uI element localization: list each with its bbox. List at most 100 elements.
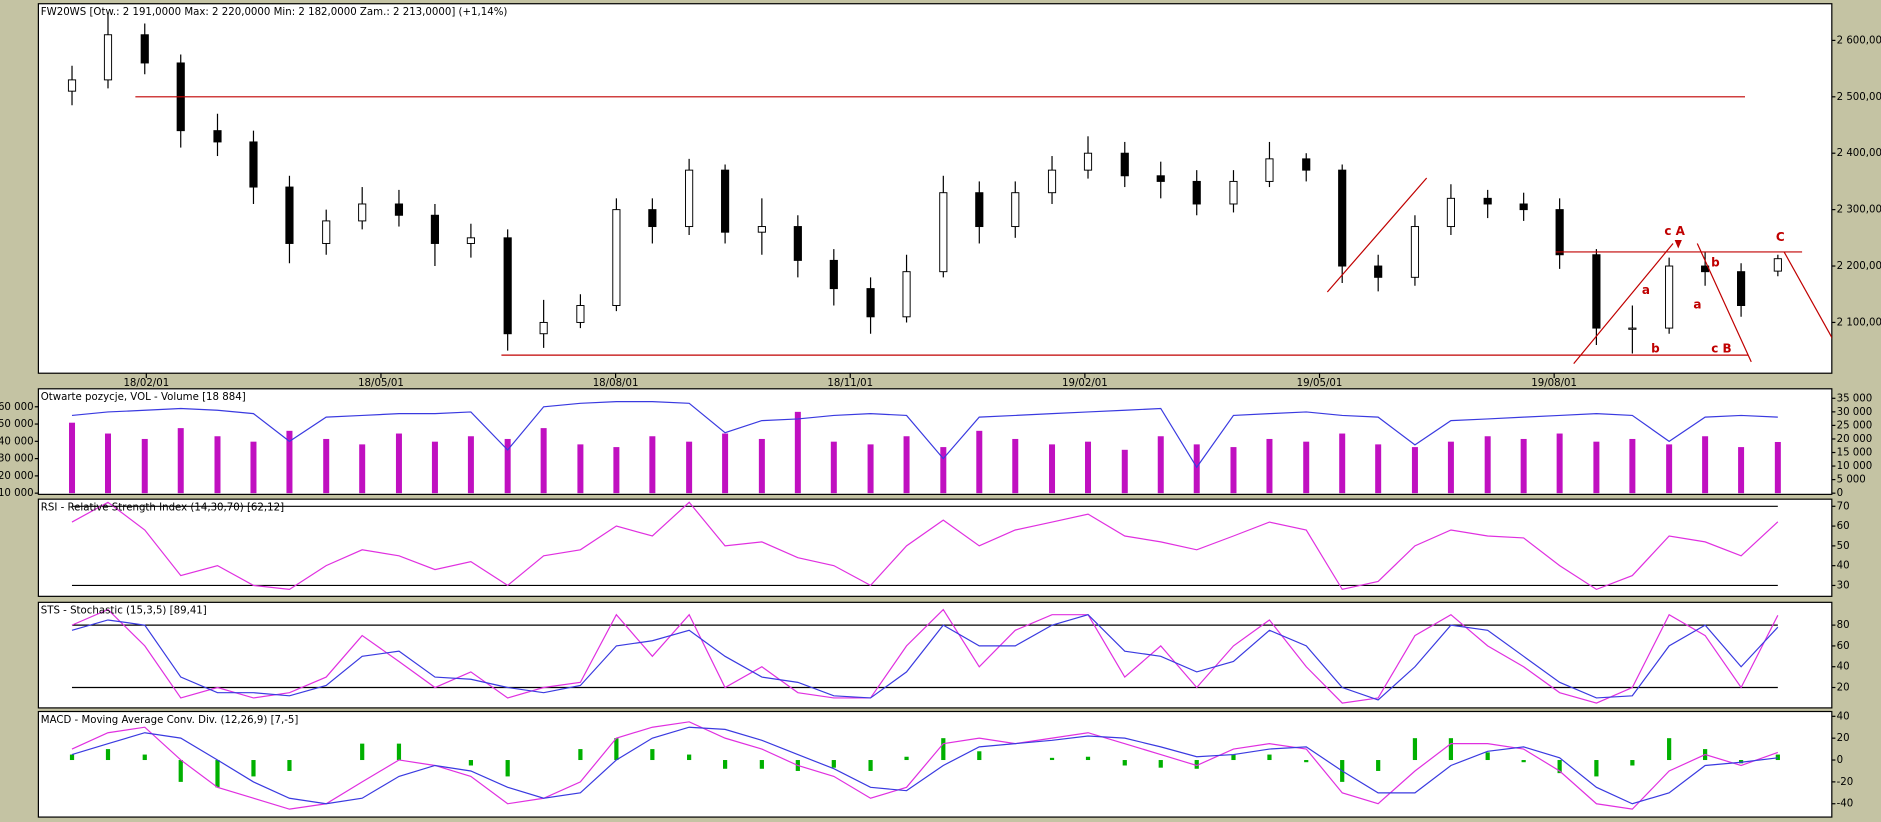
bar xyxy=(614,738,619,761)
bar xyxy=(831,760,836,768)
bar xyxy=(69,754,75,761)
candle-body xyxy=(1555,209,1564,256)
candle-body xyxy=(358,203,367,222)
bar xyxy=(1594,760,1599,777)
bar xyxy=(686,441,693,494)
bar xyxy=(1593,441,1600,494)
bar xyxy=(1447,441,1454,494)
bar xyxy=(178,760,183,782)
candle-body xyxy=(503,237,512,335)
indicator-line xyxy=(71,608,1779,704)
bar xyxy=(395,433,402,494)
y-tick-label: 2 100,0000 xyxy=(1837,317,1881,328)
candle-body xyxy=(1773,258,1782,272)
candle-body xyxy=(140,34,149,64)
bar xyxy=(759,760,764,769)
annotation: c B xyxy=(1711,342,1731,356)
indicator-line xyxy=(71,401,1778,469)
y-tick-label: 2 500,0000 xyxy=(1837,92,1881,103)
indicator-line xyxy=(71,501,1779,591)
panel xyxy=(37,710,1833,818)
y-tick-label: 2 600,0000 xyxy=(1837,35,1881,46)
candle-body xyxy=(975,192,984,228)
y-tick-label: 2 400,0000 xyxy=(1837,148,1881,159)
x-tick-label: 19/08/01 xyxy=(1531,378,1577,389)
candle-body xyxy=(902,271,911,318)
y-tick-label: 30 xyxy=(1837,580,1850,591)
bar xyxy=(794,411,801,494)
annotation-arrow xyxy=(1674,240,1682,249)
panel xyxy=(37,498,1833,597)
bar xyxy=(1412,738,1418,761)
candle-body xyxy=(1338,169,1347,267)
y-tick-label: 40 xyxy=(1837,711,1850,722)
bar xyxy=(903,436,910,494)
candle-body xyxy=(322,220,331,244)
annotation: C xyxy=(1776,230,1785,244)
bar xyxy=(1121,449,1128,494)
panel-title: Otwarte pozycje, VOL - Volume [18 884] xyxy=(41,392,246,403)
candle-body xyxy=(1446,197,1455,228)
y-tick-label: 60 xyxy=(1837,641,1850,652)
y-tick-label: 30 000 xyxy=(0,454,34,465)
bar xyxy=(578,749,583,761)
candle-body xyxy=(576,305,585,323)
bar xyxy=(1049,757,1055,761)
bar xyxy=(758,438,765,494)
bar xyxy=(141,438,148,494)
y2-tick-label: 20 000 xyxy=(1837,434,1873,445)
annotation: b xyxy=(1711,255,1720,269)
candle-body xyxy=(1592,254,1601,329)
trend-line xyxy=(1573,243,1674,365)
bar xyxy=(941,738,946,761)
bar xyxy=(1194,760,1199,769)
candle-body xyxy=(1519,203,1528,211)
bar xyxy=(649,436,656,494)
bar xyxy=(613,447,620,494)
bar xyxy=(1774,441,1781,494)
candle-body xyxy=(939,192,948,273)
y2-tick-label: 10 000 xyxy=(1837,461,1873,472)
bar xyxy=(1557,760,1562,774)
bar xyxy=(650,749,655,761)
candle-body xyxy=(430,214,440,244)
x-tick-label: 18/05/01 xyxy=(358,378,404,389)
bar xyxy=(1521,760,1526,763)
candle-body xyxy=(213,130,222,143)
x-tick-label: 18/11/01 xyxy=(827,378,873,389)
x-tick-label: 18/08/01 xyxy=(593,378,639,389)
bar xyxy=(1556,433,1563,494)
y-tick-label: 20 xyxy=(1837,733,1850,744)
candle-body xyxy=(829,259,838,290)
y-tick-label: 2 200,0000 xyxy=(1837,261,1881,272)
bar xyxy=(977,751,982,761)
bar xyxy=(1085,441,1092,494)
x-tick-label: 18/02/01 xyxy=(123,378,169,389)
y2-tick-label: 25 000 xyxy=(1837,420,1873,431)
bar xyxy=(1702,436,1709,494)
candle-body xyxy=(648,209,657,228)
candle-body xyxy=(612,209,621,307)
candle-body xyxy=(394,203,404,216)
bar xyxy=(867,444,874,494)
y2-tick-label: 35 000 xyxy=(1837,393,1873,404)
y2-tick-label: 0 xyxy=(1837,488,1843,499)
bar xyxy=(1520,438,1527,494)
bar xyxy=(1485,752,1490,761)
bar xyxy=(215,760,220,788)
bar xyxy=(904,756,909,761)
bar xyxy=(976,430,983,494)
trend-line xyxy=(1326,177,1428,293)
bar xyxy=(1012,438,1019,494)
bar xyxy=(323,438,330,494)
bar xyxy=(1230,447,1237,494)
y-tick-label: 10 000 xyxy=(0,488,34,499)
bar xyxy=(468,760,474,766)
bar xyxy=(1049,444,1056,494)
bar xyxy=(286,430,293,494)
bar xyxy=(1085,756,1091,761)
bar xyxy=(1266,438,1273,494)
panel xyxy=(37,3,1833,374)
